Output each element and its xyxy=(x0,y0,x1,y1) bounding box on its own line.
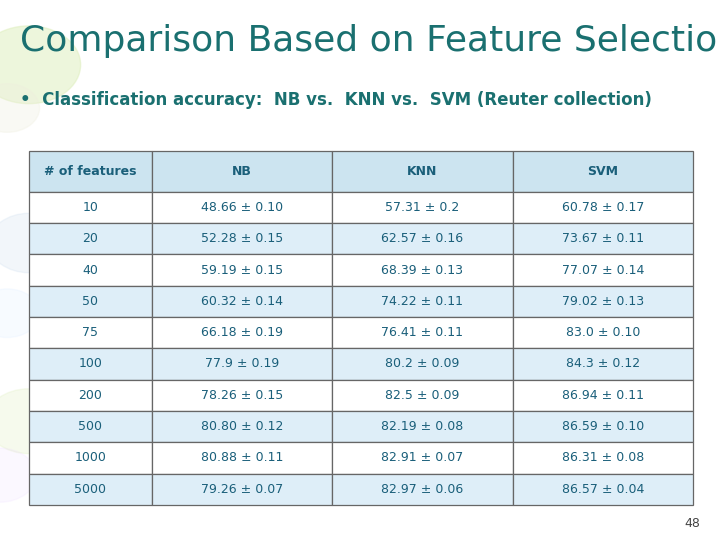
Text: 77.9 ± 0.19: 77.9 ± 0.19 xyxy=(204,357,279,370)
Text: KNN: KNN xyxy=(408,165,438,178)
Text: 48: 48 xyxy=(684,517,700,530)
Text: 68.39 ± 0.13: 68.39 ± 0.13 xyxy=(382,264,464,276)
Circle shape xyxy=(0,26,81,104)
Text: 52.28 ± 0.15: 52.28 ± 0.15 xyxy=(201,232,283,245)
Text: SVM: SVM xyxy=(588,165,618,178)
Circle shape xyxy=(0,389,72,454)
Text: 10: 10 xyxy=(82,201,98,214)
Text: 59.19 ± 0.15: 59.19 ± 0.15 xyxy=(201,264,283,276)
Text: 82.19 ± 0.08: 82.19 ± 0.08 xyxy=(382,420,464,433)
Text: 5000: 5000 xyxy=(74,483,107,496)
Text: 86.31 ± 0.08: 86.31 ± 0.08 xyxy=(562,451,644,464)
Text: Comparison Based on Feature Selection: Comparison Based on Feature Selection xyxy=(20,24,720,58)
Text: 20: 20 xyxy=(82,232,98,245)
Text: 82.5 ± 0.09: 82.5 ± 0.09 xyxy=(385,389,459,402)
Text: 77.07 ± 0.14: 77.07 ± 0.14 xyxy=(562,264,644,276)
Text: 76.41 ± 0.11: 76.41 ± 0.11 xyxy=(382,326,464,339)
Text: NB: NB xyxy=(232,165,252,178)
Circle shape xyxy=(0,289,40,338)
Text: •  Classification accuracy:  NB vs.  KNN vs.  SVM (Reuter collection): • Classification accuracy: NB vs. KNN vs… xyxy=(20,91,652,109)
Text: 86.94 ± 0.11: 86.94 ± 0.11 xyxy=(562,389,644,402)
Text: 78.26 ± 0.15: 78.26 ± 0.15 xyxy=(201,389,283,402)
Text: 74.22 ± 0.11: 74.22 ± 0.11 xyxy=(382,295,464,308)
Text: 66.18 ± 0.19: 66.18 ± 0.19 xyxy=(201,326,283,339)
Text: 79.26 ± 0.07: 79.26 ± 0.07 xyxy=(201,483,283,496)
Text: 86.57 ± 0.04: 86.57 ± 0.04 xyxy=(562,483,644,496)
Text: 50: 50 xyxy=(82,295,98,308)
Text: 80.2 ± 0.09: 80.2 ± 0.09 xyxy=(385,357,459,370)
Circle shape xyxy=(0,213,68,273)
Text: 80.88 ± 0.11: 80.88 ± 0.11 xyxy=(201,451,283,464)
Text: 1000: 1000 xyxy=(74,451,106,464)
Text: 500: 500 xyxy=(78,420,102,433)
Text: 60.32 ± 0.14: 60.32 ± 0.14 xyxy=(201,295,283,308)
Text: 84.3 ± 0.12: 84.3 ± 0.12 xyxy=(566,357,640,370)
Text: 73.67 ± 0.11: 73.67 ± 0.11 xyxy=(562,232,644,245)
Text: 82.97 ± 0.06: 82.97 ± 0.06 xyxy=(382,483,464,496)
Circle shape xyxy=(0,84,40,132)
Text: 80.80 ± 0.12: 80.80 ± 0.12 xyxy=(201,420,283,433)
Text: 48.66 ± 0.10: 48.66 ± 0.10 xyxy=(201,201,283,214)
Text: 200: 200 xyxy=(78,389,102,402)
Text: 83.0 ± 0.10: 83.0 ± 0.10 xyxy=(565,326,640,339)
Text: 100: 100 xyxy=(78,357,102,370)
Text: # of features: # of features xyxy=(44,165,137,178)
Text: 62.57 ± 0.16: 62.57 ± 0.16 xyxy=(382,232,464,245)
Text: 79.02 ± 0.13: 79.02 ± 0.13 xyxy=(562,295,644,308)
Circle shape xyxy=(0,448,36,502)
Text: 40: 40 xyxy=(82,264,98,276)
Text: 86.59 ± 0.10: 86.59 ± 0.10 xyxy=(562,420,644,433)
Text: 82.91 ± 0.07: 82.91 ± 0.07 xyxy=(382,451,464,464)
Text: 60.78 ± 0.17: 60.78 ± 0.17 xyxy=(562,201,644,214)
Text: 57.31 ± 0.2: 57.31 ± 0.2 xyxy=(385,201,459,214)
Text: 75: 75 xyxy=(82,326,98,339)
